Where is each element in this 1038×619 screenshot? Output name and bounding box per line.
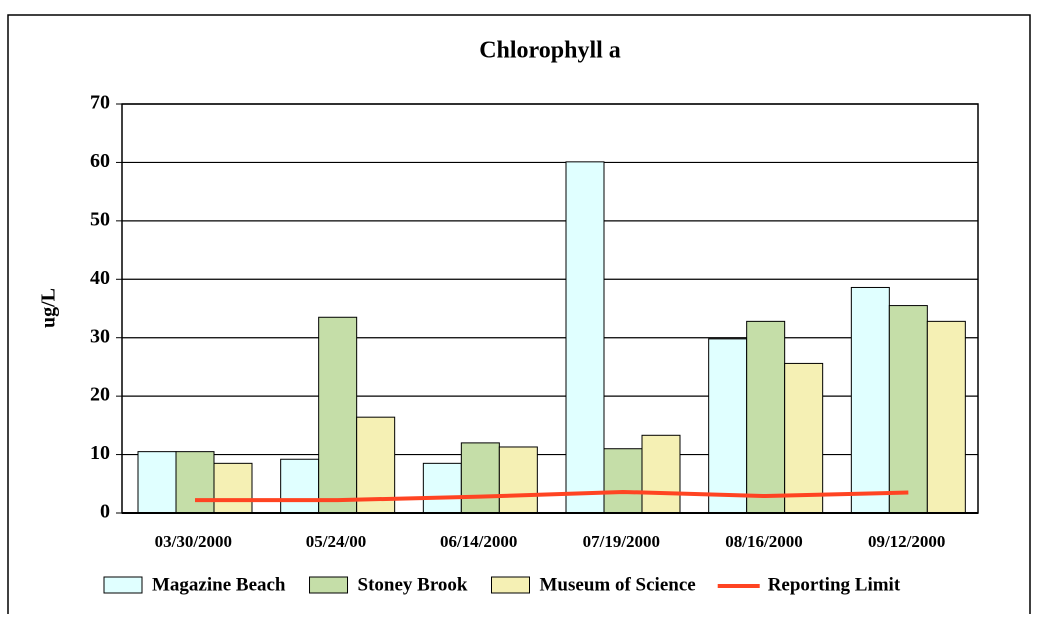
legend-label: Magazine Beach	[152, 574, 286, 595]
y-tick-label: 40	[90, 267, 110, 289]
bar	[280, 458, 320, 514]
y-tick-label: 30	[90, 325, 110, 347]
bar	[318, 316, 358, 514]
plot-area	[121, 103, 979, 514]
bar	[213, 462, 253, 514]
x-tick-label: 05/24/00	[306, 532, 366, 551]
bar	[137, 451, 177, 514]
bar	[565, 161, 605, 514]
bar	[175, 451, 215, 514]
legend-swatch	[103, 576, 143, 594]
legend-label: Museum of Science	[540, 574, 696, 595]
bar	[784, 362, 824, 514]
bar	[498, 446, 538, 514]
bar	[708, 338, 748, 514]
bar	[460, 442, 500, 514]
x-tick-label: 03/30/2000	[155, 532, 232, 551]
x-tick-label: 08/16/2000	[725, 532, 802, 551]
bar	[641, 434, 681, 514]
y-tick-label: 60	[90, 150, 110, 172]
line-series	[195, 489, 909, 503]
bar	[746, 320, 786, 514]
y-tick-label: 0	[100, 501, 110, 523]
chart-title: Chlorophyll a	[479, 38, 621, 64]
y-tick-label: 20	[90, 384, 110, 406]
x-tick-label: 07/19/2000	[583, 532, 660, 551]
bar	[926, 320, 966, 514]
legend-swatch	[309, 576, 349, 594]
y-axis-label: ug/L	[38, 288, 60, 328]
y-tick-label: 10	[90, 442, 110, 464]
bar	[603, 448, 643, 514]
y-tick-label: 70	[90, 92, 110, 114]
legend-swatch	[491, 576, 530, 594]
bar	[422, 462, 462, 514]
legend-label: Stoney Brook	[358, 574, 468, 595]
y-tick-label: 50	[90, 208, 110, 230]
bar	[850, 286, 890, 514]
legend-label: Reporting Limit	[768, 574, 901, 595]
x-tick-label: 06/14/2000	[440, 532, 517, 551]
x-tick-label: 09/12/2000	[868, 532, 945, 551]
bar	[888, 305, 928, 514]
